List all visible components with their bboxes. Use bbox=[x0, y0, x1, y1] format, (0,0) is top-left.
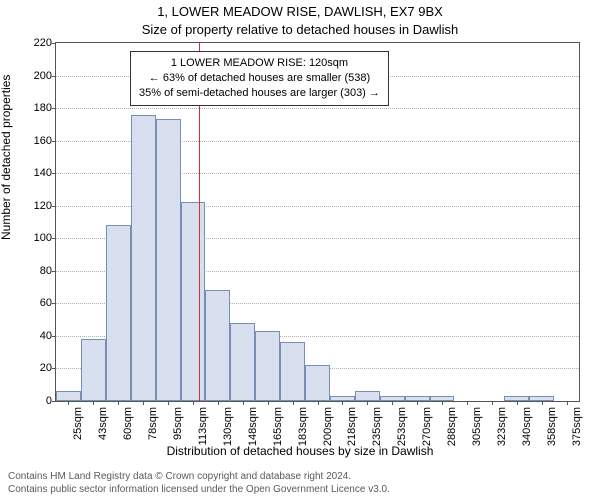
xtick-mark bbox=[392, 401, 393, 405]
xtick-mark bbox=[143, 401, 144, 405]
bar bbox=[255, 331, 280, 401]
bar bbox=[205, 290, 230, 401]
xtick-mark bbox=[442, 401, 443, 405]
ytick-mark bbox=[52, 271, 56, 272]
y-axis-label: Number of detached properties bbox=[0, 75, 13, 240]
xtick-label: 305sqm bbox=[471, 407, 483, 446]
bar bbox=[280, 342, 305, 401]
bar bbox=[56, 391, 81, 401]
ytick-mark bbox=[52, 303, 56, 304]
xtick-label: 95sqm bbox=[172, 407, 184, 440]
ytick-mark bbox=[52, 108, 56, 109]
ytick-label: 40 bbox=[40, 330, 52, 342]
xtick-label: 358sqm bbox=[546, 407, 558, 446]
ytick-label: 180 bbox=[34, 102, 52, 114]
gridline bbox=[56, 108, 579, 109]
ytick-mark bbox=[52, 206, 56, 207]
ytick-label: 0 bbox=[46, 395, 52, 407]
xtick-mark bbox=[367, 401, 368, 405]
ytick-mark bbox=[52, 141, 56, 142]
ytick-label: 20 bbox=[40, 362, 52, 374]
ytick-label: 100 bbox=[34, 232, 52, 244]
xtick-label: 165sqm bbox=[272, 407, 284, 446]
xtick-mark bbox=[342, 401, 343, 405]
bar bbox=[131, 115, 156, 401]
xtick-label: 323sqm bbox=[496, 407, 508, 446]
xtick-mark bbox=[567, 401, 568, 405]
xtick-mark bbox=[492, 401, 493, 405]
plot-area: 02040608010012014016018020022025sqm43sqm… bbox=[55, 42, 580, 402]
xtick-label: 253sqm bbox=[396, 407, 408, 446]
ytick-mark bbox=[52, 238, 56, 239]
ytick-label: 120 bbox=[34, 200, 52, 212]
bar bbox=[230, 323, 255, 401]
xtick-mark bbox=[417, 401, 418, 405]
bar bbox=[81, 339, 106, 401]
ytick-mark bbox=[52, 173, 56, 174]
info-line-1: 1 LOWER MEADOW RISE: 120sqm bbox=[139, 56, 380, 71]
xtick-mark bbox=[268, 401, 269, 405]
ytick-mark bbox=[52, 401, 56, 402]
xtick-mark bbox=[542, 401, 543, 405]
ytick-label: 160 bbox=[34, 135, 52, 147]
chart-container: 1, LOWER MEADOW RISE, DAWLISH, EX7 9BX S… bbox=[0, 0, 600, 500]
xtick-label: 25sqm bbox=[72, 407, 84, 440]
footer-line-1: Contains HM Land Registry data © Crown c… bbox=[8, 470, 390, 483]
xtick-mark bbox=[243, 401, 244, 405]
xtick-label: 270sqm bbox=[421, 407, 433, 446]
bar bbox=[106, 225, 131, 401]
ytick-label: 140 bbox=[34, 167, 52, 179]
xtick-label: 60sqm bbox=[122, 407, 134, 440]
xtick-label: 340sqm bbox=[521, 407, 533, 446]
x-axis-label: Distribution of detached houses by size … bbox=[0, 444, 600, 458]
ytick-label: 80 bbox=[40, 265, 52, 277]
xtick-mark bbox=[517, 401, 518, 405]
footer-line-2: Contains public sector information licen… bbox=[8, 483, 390, 496]
xtick-label: 113sqm bbox=[197, 407, 209, 445]
xtick-label: 235sqm bbox=[371, 407, 383, 446]
bar bbox=[156, 119, 181, 401]
ytick-mark bbox=[52, 76, 56, 77]
xtick-mark bbox=[68, 401, 69, 405]
ytick-label: 200 bbox=[34, 70, 52, 82]
info-box: 1 LOWER MEADOW RISE: 120sqm ← 63% of det… bbox=[130, 51, 389, 106]
ytick-label: 220 bbox=[34, 37, 52, 49]
footer-text: Contains HM Land Registry data © Crown c… bbox=[8, 470, 390, 496]
xtick-mark bbox=[118, 401, 119, 405]
xtick-label: 78sqm bbox=[147, 407, 159, 440]
bar bbox=[305, 365, 330, 401]
bar bbox=[355, 391, 380, 401]
xtick-mark bbox=[318, 401, 319, 405]
xtick-label: 288sqm bbox=[446, 407, 458, 446]
ytick-mark bbox=[52, 336, 56, 337]
bar bbox=[181, 202, 206, 401]
xtick-mark bbox=[218, 401, 219, 405]
xtick-label: 200sqm bbox=[322, 407, 334, 446]
xtick-mark bbox=[193, 401, 194, 405]
xtick-label: 375sqm bbox=[571, 407, 583, 446]
title-line-1: 1, LOWER MEADOW RISE, DAWLISH, EX7 9BX bbox=[0, 4, 600, 19]
xtick-mark bbox=[168, 401, 169, 405]
info-line-3: 35% of semi-detached houses are larger (… bbox=[139, 86, 380, 101]
xtick-label: 130sqm bbox=[222, 407, 234, 446]
xtick-label: 43sqm bbox=[97, 407, 109, 440]
info-line-2: ← 63% of detached houses are smaller (53… bbox=[139, 71, 380, 86]
ytick-mark bbox=[52, 368, 56, 369]
xtick-label: 148sqm bbox=[247, 407, 259, 446]
xtick-mark bbox=[293, 401, 294, 405]
xtick-mark bbox=[467, 401, 468, 405]
ytick-mark bbox=[52, 43, 56, 44]
title-line-2: Size of property relative to detached ho… bbox=[0, 22, 600, 37]
xtick-label: 183sqm bbox=[297, 407, 309, 446]
ytick-label: 60 bbox=[40, 297, 52, 309]
xtick-label: 218sqm bbox=[346, 407, 358, 446]
xtick-mark bbox=[93, 401, 94, 405]
